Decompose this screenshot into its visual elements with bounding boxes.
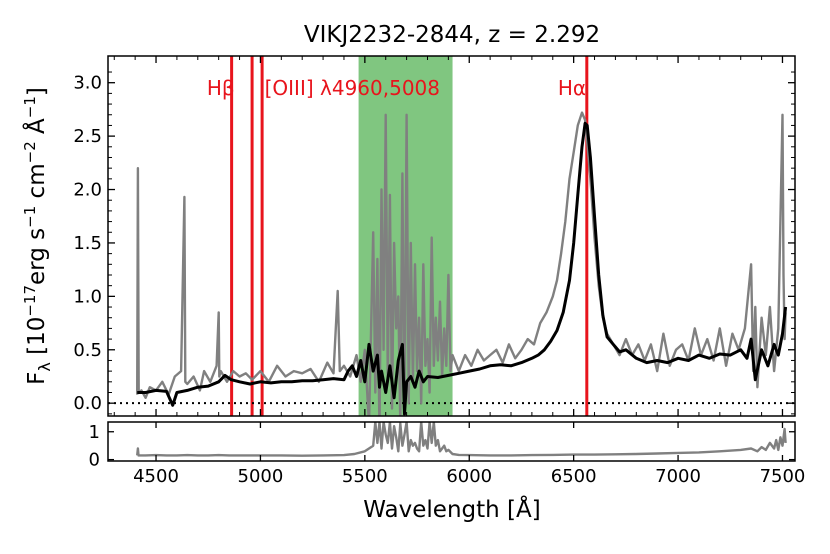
observed-flux-line (136, 111, 787, 416)
x-tick-label: 5000 (238, 466, 284, 487)
y-axis-label: Fλ [10−17erg s−1 cm−2 Å−1] (21, 87, 54, 385)
line-label-2: Hα (558, 76, 586, 100)
y-tick-label: 2.5 (73, 126, 102, 147)
emission-line-layer (230, 56, 589, 416)
line-label-0: Hβ (207, 76, 235, 100)
x-tick-label-layer: 4500 5000 5500 6000 6500 7000 7500 (133, 466, 805, 487)
x-tick-label: 7000 (655, 466, 701, 487)
x-tick-label: 6500 (551, 466, 597, 487)
x-tick-label: 7500 (760, 466, 806, 487)
y-tick-label: 1.0 (73, 286, 102, 307)
y-tick-label: 0.0 (73, 393, 102, 414)
y-tick-label: 2.0 (73, 180, 102, 201)
x-tick-label: 6000 (446, 466, 492, 487)
residual-axes-frame (107, 421, 796, 462)
residual-series-layer (136, 422, 787, 457)
x-tick-label: 4500 (133, 466, 179, 487)
chart-title: VIKJ2232-2844, z = 2.292 (304, 22, 600, 48)
residual-panel: 01 (89, 421, 796, 471)
flux-error-line (136, 422, 787, 457)
y-tick-label: 1.5 (73, 233, 102, 254)
x-axis-label: Wavelength [Å] (363, 495, 540, 523)
y-tick-label: 3.0 (73, 73, 102, 94)
line-label-1: [OIII] λ4960,5008 (265, 76, 440, 100)
main-panel: Hβ [OIII] λ4960,5008 Hα 0.0 0.5 1.0 1.5 2.0 2.5… (73, 55, 796, 417)
line-label-layer: Hβ [OIII] λ4960,5008 Hα (207, 76, 586, 100)
smoothed-model-line (137, 121, 788, 416)
x-tick-label: 5500 (342, 466, 388, 487)
res-y-tick-label: 0 (89, 450, 100, 471)
main-axes-frame (107, 55, 796, 417)
y-tick-label: 0.5 (73, 340, 102, 361)
res-y-tick-label: 1 (89, 422, 100, 443)
main-series-layer (136, 111, 788, 416)
residual-tick-layer: 01 (89, 422, 795, 471)
